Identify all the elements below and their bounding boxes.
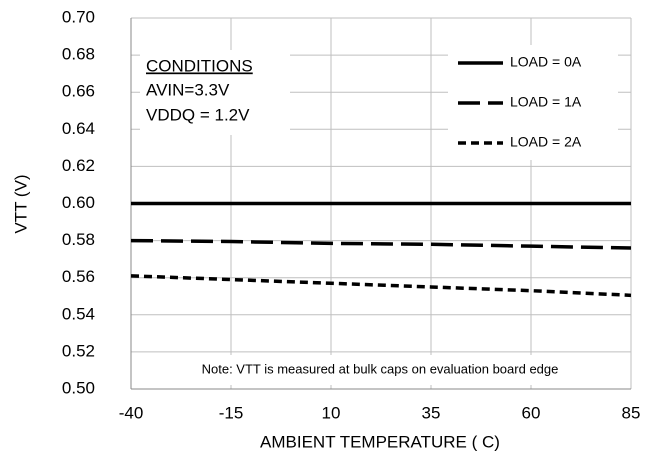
y-tick-label: 0.60 <box>62 193 95 212</box>
y-tick-label: 0.70 <box>62 7 95 26</box>
y-tick-label: 0.68 <box>62 45 95 64</box>
y-tick-label: 0.52 <box>62 341 95 360</box>
series-line <box>130 238 632 250</box>
x-axis-label: AMBIENT TEMPERATURE ( C) <box>260 432 500 451</box>
y-tick-label: 0.56 <box>62 267 95 286</box>
lines <box>130 201 632 298</box>
y-tick-label: 0.58 <box>62 230 95 249</box>
y-tick-label: 0.66 <box>62 82 95 101</box>
legend-label: LOAD = 2A <box>510 134 582 150</box>
legend-label: LOAD = 1A <box>510 94 582 110</box>
y-tick-label: 0.50 <box>62 378 95 397</box>
y-tick-label: 0.54 <box>62 304 95 323</box>
conditions-box <box>140 50 290 135</box>
y-tick-label: 0.62 <box>62 156 95 175</box>
y-tick-label: 0.64 <box>62 119 95 138</box>
legend-label: LOAD = 0A <box>510 54 582 70</box>
annotation: CONDITIONS <box>146 56 253 75</box>
annotation: AVIN=3.3V <box>146 80 230 99</box>
series-line <box>130 274 632 298</box>
annotation: VDDQ = 1.2V <box>146 105 250 124</box>
x-tick-label: 85 <box>622 403 641 422</box>
x-tick-label: -15 <box>219 403 244 422</box>
x-tick-label: 35 <box>422 403 441 422</box>
x-tick-label: 60 <box>522 403 541 422</box>
x-tick-label: 10 <box>322 403 341 422</box>
note-box <box>135 355 625 385</box>
x-tick-label: -40 <box>119 403 144 422</box>
note: Note: VTT is measured at bulk caps on ev… <box>202 361 559 376</box>
y-axis-label: VTT (V) <box>11 174 30 233</box>
